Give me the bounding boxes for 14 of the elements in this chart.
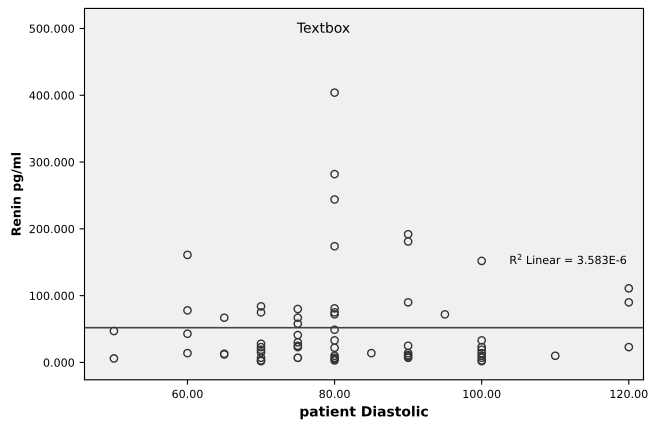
x-tick-label: 100.00 — [463, 390, 500, 398]
x-tick-label: 120.00 — [610, 390, 648, 398]
y-tick-label: 500.000 — [30, 24, 74, 33]
annotation: R$^{2}$ Linear = 3.583E-6 — [510, 254, 626, 264]
x-tick-label: 80.00 — [319, 390, 350, 398]
y-tick-label: 100.000 — [30, 292, 74, 300]
annotation: Textbox — [296, 22, 350, 33]
x-tick-label: 60.00 — [172, 390, 203, 398]
x-axis-title: patient Diastolic — [300, 406, 428, 420]
y-tick-label: 200.000 — [30, 224, 74, 234]
y-tick-label: 400.000 — [29, 91, 74, 100]
y-tick-label: 0.000 — [44, 358, 74, 367]
y-axis-title: Renin pg/ml — [11, 153, 24, 236]
y-tick-label: 300.000 — [30, 158, 74, 166]
